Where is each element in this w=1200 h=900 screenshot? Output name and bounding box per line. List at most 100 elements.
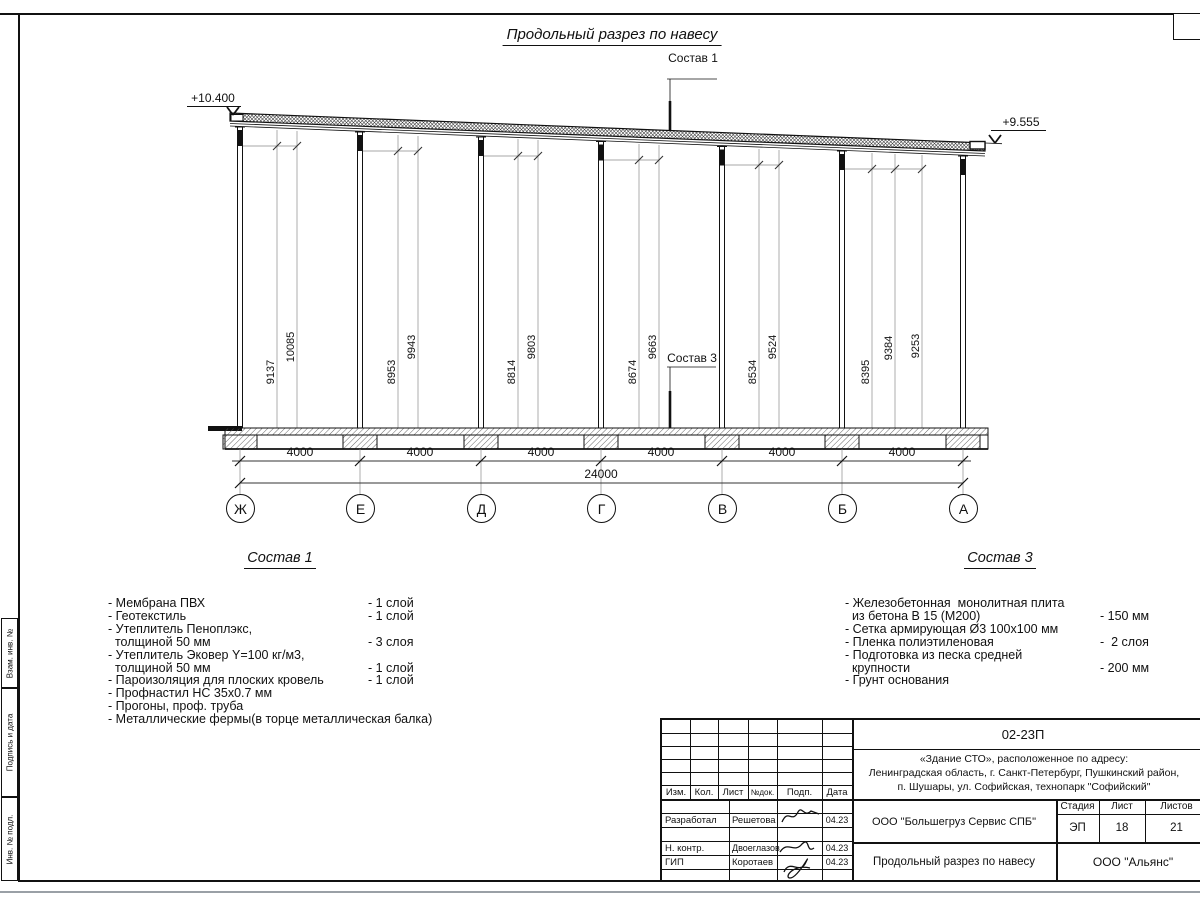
tb-sheet-label: Лист [1111, 801, 1133, 812]
vdim-label: 8814 [506, 359, 518, 385]
elevation-right-value: +9.555 [1002, 115, 1040, 129]
tb-project-line1: «Здание СТО», расположенное по адресу: [919, 753, 1129, 765]
vdim-label: 9384 [883, 335, 895, 361]
column-b [837, 150, 847, 429]
vertical-dim-ticks [272, 141, 927, 174]
list-item: - Профнастил НС 35х0.7 мм [108, 686, 273, 701]
vdim-label: 8534 [747, 359, 759, 385]
tb-col-podp: Подп. [786, 786, 813, 798]
tb-project-line3: п. Шушары, ул. Софийская, технопарк "Соф… [897, 781, 1151, 793]
margin-cell-inv: Инв. № подл. [1, 797, 18, 881]
vdim-label: 9137 [265, 359, 277, 385]
horizontal-dims [232, 449, 971, 494]
frame-bottom-line [18, 880, 1200, 882]
vertical-dim-lines [243, 130, 923, 428]
tb-name: Решетова [732, 814, 776, 826]
tb-date: 04.23 [825, 857, 849, 867]
vdim-label: 9803 [526, 334, 538, 360]
vdim-label: 9253 [910, 333, 922, 359]
axis-bubble-v: В [708, 494, 737, 523]
axis-bubble-a: А [949, 494, 978, 523]
column-e [355, 131, 365, 429]
vdim-label: 8674 [627, 359, 639, 385]
margin-label-podpis: Подпись и дата [5, 713, 15, 772]
tb-col-kol: Кол. [694, 786, 714, 798]
tb-name: Двоеглазов [732, 843, 780, 853]
sostav1-heading: Состав 1 [200, 550, 360, 569]
drawing-title: Продольный разрез по навесу [502, 26, 722, 46]
bay-dim-label: 4000 [527, 445, 555, 459]
margin-label-inv: Инв. № подл. [5, 814, 14, 864]
list-item: - Пароизоляция для плоских кровель - 1 сл… [108, 673, 414, 688]
tb-role: Разработал [665, 814, 717, 826]
list-item: - Геотекстиль - 1 слой [108, 608, 414, 623]
margin-label-vzam: Взам. инв. № [5, 628, 14, 678]
floor-slab [208, 426, 989, 450]
section-drawing [187, 78, 1046, 494]
column-g [596, 141, 606, 429]
tb-col-list: Лист [722, 786, 744, 798]
list-item: - Подготовка из песка средней крупности -… [845, 647, 1150, 675]
margin-cell-vzam: Взам. инв. № [1, 618, 18, 688]
tb-date: 04.23 [825, 843, 849, 853]
list-item: - Грунт основания [845, 673, 950, 688]
signature-dvoeglazov-korotaev [779, 841, 815, 879]
list-item: - Пленка полиэтиленовая - 2 слоя [845, 634, 1149, 649]
columns [235, 126, 968, 429]
list-item: - Прогоны, проф. труба [108, 699, 244, 714]
tb-sheet-title: Продольный разрез по навесу [873, 856, 1035, 868]
bay-dim-label: 4000 [647, 445, 675, 459]
list-item: - Утеплитель Пеноплэкс, толщиной 50 мм - … [108, 621, 414, 649]
vdim-label: 10085 [285, 331, 297, 363]
signature-reshetova [781, 809, 820, 823]
tb-project-line2: Ленинградская область, г. Санкт-Петербур… [868, 767, 1180, 779]
tb-sheets-value: 21 [1170, 822, 1183, 834]
vdim-label: 9524 [767, 334, 779, 360]
margin-cell-podpis: Подпись и дата [1, 688, 18, 797]
tb-designer-org: ООО "Альянс" [1092, 855, 1174, 869]
sostav1-list: - Мембрана ПВХ - 1 слой - Геотекстиль - 1 … [108, 597, 460, 726]
list-item: - Сетка армирующая Ø3 100х100 мм [845, 621, 1059, 636]
tb-role: ГИП [665, 856, 684, 868]
vdim-label: 9943 [406, 334, 418, 360]
vdim-label: 9663 [647, 334, 659, 360]
column-zh [235, 126, 245, 429]
sostav3-list: - Железобетонная монолитная плита из бет… [845, 597, 1195, 687]
frame-left-line [18, 13, 20, 880]
list-item: - Металлические фермы(в торце металличес… [108, 712, 433, 727]
tb-stage-label: Стадия [1060, 801, 1095, 812]
list-item: - Утеплитель Эковер Y=100 кг/м3, толщино… [108, 647, 414, 675]
tb-col-izm: Изм. [665, 786, 687, 798]
list-item: - Мембрана ПВХ - 1 слой [108, 596, 414, 610]
axis-bubble-g: Г [587, 494, 616, 523]
callout-sostav1-label: Состав 1 [668, 51, 718, 65]
axis-bubble-zh: Ж [226, 494, 255, 523]
column-a [958, 155, 968, 429]
column-d [476, 136, 486, 429]
total-dim-label: 24000 [584, 467, 618, 481]
tb-customer-org: ООО "Большегруз Сервис СПБ" [871, 815, 1037, 828]
tb-role: Н. контр. [665, 842, 705, 854]
frame-top-line [0, 13, 1200, 15]
callout-leaders [667, 78, 717, 428]
tb-col-ndok: №док. [750, 787, 775, 797]
vdim-label: 8953 [386, 359, 398, 385]
bay-dim-label: 4000 [406, 445, 434, 459]
sostav3-heading: Состав 3 [920, 550, 1080, 569]
tb-sheets-label: Листов [1160, 801, 1193, 812]
tb-name: Коротаев [732, 856, 774, 868]
tb-date: 04.23 [825, 815, 849, 825]
bay-dim-label: 4000 [888, 445, 916, 459]
bay-dim-label: 4000 [286, 445, 314, 459]
axis-bubble-e: Е [346, 494, 375, 523]
tb-sheet-value: 18 [1115, 822, 1129, 834]
title-block: Изм. Кол. Лист №док. Подп. Дата Разработ… [660, 718, 1200, 882]
sheet-edge-line [0, 891, 1200, 893]
tb-doc-number: 02-23П [1001, 727, 1045, 742]
roof-assembly [229, 112, 1003, 157]
axis-bubble-b: Б [828, 494, 857, 523]
column-v [717, 146, 727, 429]
axis-bubble-d: Д [467, 494, 496, 523]
corner-reference-box [1173, 13, 1200, 40]
